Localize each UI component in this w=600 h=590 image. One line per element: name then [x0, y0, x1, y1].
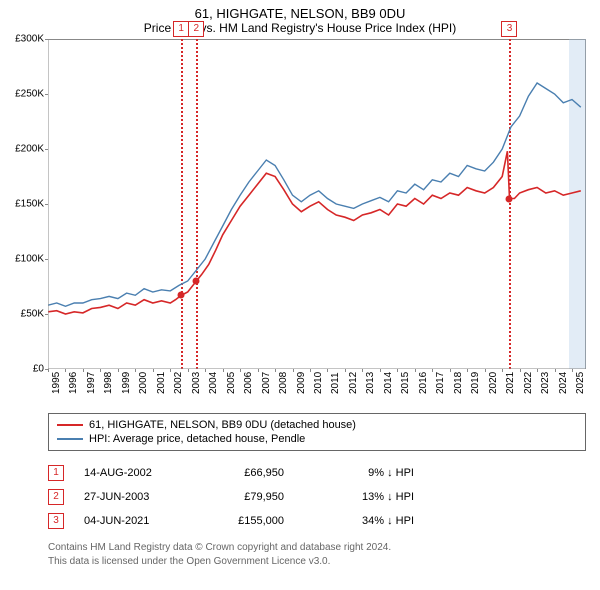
- price-chart: £0£50K£100K£150K£200K£250K£300K199519961…: [48, 39, 586, 369]
- x-axis-label: 2012: [348, 372, 359, 394]
- x-axis-label: 2018: [453, 372, 464, 394]
- sale-row-price: £66,950: [204, 467, 284, 479]
- x-axis-label: 2025: [575, 372, 586, 394]
- sale-row: 1 14-AUG-2002 £66,950 9% ↓ HPI: [48, 461, 586, 485]
- sale-row-index: 3: [48, 513, 64, 529]
- sale-row-price: £79,950: [204, 491, 284, 503]
- page-title: 61, HIGHGATE, NELSON, BB9 0DU: [8, 6, 592, 21]
- sale-row-diff: 34% ↓ HPI: [304, 515, 414, 527]
- x-axis-label: 2002: [173, 372, 184, 394]
- x-axis-label: 2016: [418, 372, 429, 394]
- sale-row-date: 04-JUN-2021: [84, 515, 184, 527]
- sale-marker-box: 1: [173, 21, 189, 37]
- footer-line: Contains HM Land Registry data © Crown c…: [48, 541, 586, 555]
- y-axis-label: £200K: [8, 144, 44, 155]
- sale-row-date: 14-AUG-2002: [84, 467, 184, 479]
- series-line: [48, 151, 581, 314]
- x-axis-label: 1997: [86, 372, 97, 394]
- sale-row-date: 27-JUN-2003: [84, 491, 184, 503]
- x-axis-label: 2011: [330, 372, 341, 394]
- x-axis-label: 2017: [435, 372, 446, 394]
- y-axis-label: £100K: [8, 254, 44, 265]
- y-axis-label: £300K: [8, 34, 44, 45]
- x-axis-label: 2015: [400, 372, 411, 394]
- x-axis-label: 2013: [365, 372, 376, 394]
- series-line: [48, 83, 581, 306]
- x-axis-label: 2024: [558, 372, 569, 394]
- x-axis-label: 2021: [505, 372, 516, 394]
- legend-swatch: [57, 438, 83, 440]
- x-axis-label: 1999: [121, 372, 132, 394]
- x-axis-label: 2003: [191, 372, 202, 394]
- y-axis-label: £0: [8, 364, 44, 375]
- sale-row-index: 1: [48, 465, 64, 481]
- footer: Contains HM Land Registry data © Crown c…: [48, 541, 586, 568]
- y-axis-label: £250K: [8, 89, 44, 100]
- x-axis-label: 2008: [278, 372, 289, 394]
- sale-row-index: 2: [48, 489, 64, 505]
- x-axis-label: 2010: [313, 372, 324, 394]
- y-axis-label: £50K: [8, 309, 44, 320]
- x-axis-label: 1996: [68, 372, 79, 394]
- x-axis-label: 2022: [523, 372, 534, 394]
- x-axis-label: 2020: [488, 372, 499, 394]
- sale-row: 2 27-JUN-2003 £79,950 13% ↓ HPI: [48, 485, 586, 509]
- x-axis-label: 2005: [226, 372, 237, 394]
- x-axis-label: 2014: [383, 372, 394, 394]
- x-axis-label: 2000: [138, 372, 149, 394]
- sale-marker-box: 3: [501, 21, 517, 37]
- legend: 61, HIGHGATE, NELSON, BB9 0DU (detached …: [48, 413, 586, 451]
- x-axis-label: 1998: [103, 372, 114, 394]
- x-axis-label: 2004: [208, 372, 219, 394]
- chart-lines: [48, 39, 586, 369]
- x-axis-label: 2023: [540, 372, 551, 394]
- x-axis-label: 2007: [261, 372, 272, 394]
- sale-row: 3 04-JUN-2021 £155,000 34% ↓ HPI: [48, 509, 586, 533]
- x-axis-label: 2001: [156, 372, 167, 394]
- sales-table: 1 14-AUG-2002 £66,950 9% ↓ HPI 2 27-JUN-2003 £…: [48, 461, 586, 533]
- sale-row-price: £155,000: [204, 515, 284, 527]
- legend-label: 61, HIGHGATE, NELSON, BB9 0DU (detached …: [89, 419, 356, 431]
- x-axis-label: 2009: [296, 372, 307, 394]
- sale-row-diff: 9% ↓ HPI: [304, 467, 414, 479]
- legend-item: HPI: Average price, detached house, Pend…: [57, 432, 577, 446]
- legend-swatch: [57, 424, 83, 426]
- x-axis-label: 2006: [243, 372, 254, 394]
- y-axis-label: £150K: [8, 199, 44, 210]
- x-axis-label: 2019: [470, 372, 481, 394]
- legend-item: 61, HIGHGATE, NELSON, BB9 0DU (detached …: [57, 418, 577, 432]
- legend-label: HPI: Average price, detached house, Pend…: [89, 433, 305, 445]
- footer-line: This data is licensed under the Open Gov…: [48, 555, 586, 569]
- x-axis-label: 1995: [51, 372, 62, 394]
- sale-marker-box: 2: [188, 21, 204, 37]
- sale-row-diff: 13% ↓ HPI: [304, 491, 414, 503]
